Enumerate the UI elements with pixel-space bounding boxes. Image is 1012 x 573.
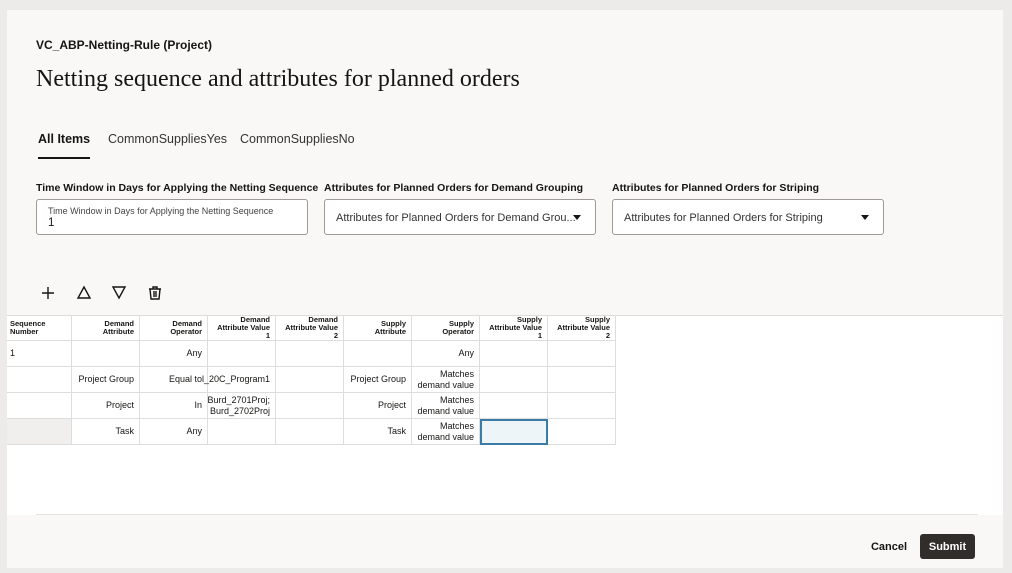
caret (573, 215, 581, 220)
cell[interactable]: Equal to (140, 367, 208, 393)
cell[interactable]: Project (344, 393, 412, 419)
field-label: Attributes for Planned Orders for Stripi… (612, 182, 820, 194)
cancel-button[interactable]: Cancel (870, 540, 908, 553)
field-label: Time Window in Days for Applying the Net… (36, 182, 319, 194)
title: Netting sequence and attributes for plan… (36, 66, 520, 92)
cell[interactable] (276, 419, 344, 445)
cell[interactable]: Task (344, 419, 412, 445)
cell[interactable] (480, 341, 548, 367)
column-header: Supply Operator (412, 316, 480, 341)
tab[interactable]: CommonSuppliesYes (108, 132, 228, 146)
cell[interactable]: Any (140, 419, 208, 445)
divider (36, 514, 978, 515)
caret (861, 215, 869, 220)
placeholder: Attributes for Planned Orders for Stripi… (624, 212, 823, 224)
cell[interactable]: In (140, 393, 208, 419)
move-up-button[interactable] (76, 285, 92, 299)
submit-button[interactable]: Submit (920, 534, 975, 559)
column-header: Supply Attribute (344, 316, 412, 341)
cell[interactable]: Any (140, 341, 208, 367)
placeholder: Attributes for Planned Orders for Demand… (336, 212, 576, 224)
cell[interactable] (548, 393, 616, 419)
cell[interactable] (276, 393, 344, 419)
cell[interactable]: Task (72, 419, 140, 445)
tab[interactable]: CommonSuppliesNo (240, 132, 355, 146)
add-button[interactable] (42, 287, 54, 299)
column-header: Demand Attribute (72, 316, 140, 341)
toolbar (42, 285, 161, 300)
column-header: Demand Attribute Value 2 (276, 316, 344, 341)
cell[interactable] (480, 367, 548, 393)
cell[interactable] (276, 341, 344, 367)
cell[interactable]: Matches demand value (412, 393, 480, 419)
cell[interactable]: 1 (7, 341, 72, 367)
cell[interactable]: Matches demand value (412, 367, 480, 393)
dialog: VC_ABP-Netting-Rule (Project) Netting se… (7, 10, 1003, 568)
cell[interactable]: Project Group (344, 367, 412, 393)
cell[interactable] (548, 419, 616, 445)
cell[interactable] (548, 341, 616, 367)
column-header: Supply Attribute Value 1 (480, 316, 548, 341)
cell[interactable] (72, 341, 140, 367)
cell[interactable] (480, 419, 548, 445)
column-header: Demand Operator (140, 316, 208, 341)
select[interactable]: Attributes for Planned Orders for Stripi… (612, 199, 884, 235)
column-header: Demand Attribute Value 1 (208, 316, 276, 341)
subtitle: VC_ABP-Netting-Rule (Project) (36, 38, 213, 52)
field-label: Attributes for Planned Orders for Demand… (324, 182, 584, 194)
cell[interactable]: Project Group (72, 367, 140, 393)
cell[interactable] (7, 367, 72, 393)
cell[interactable] (276, 367, 344, 393)
cell[interactable] (548, 367, 616, 393)
cell[interactable] (208, 419, 276, 445)
cell[interactable]: Project (72, 393, 140, 419)
tab[interactable]: All Items (38, 132, 91, 159)
column-header: Sequence Number (7, 316, 72, 341)
cell[interactable]: Matches demand value (412, 419, 480, 445)
cell[interactable] (7, 393, 72, 419)
cell[interactable] (344, 341, 412, 367)
delete-button[interactable] (149, 286, 161, 300)
select[interactable]: Attributes for Planned Orders for Demand… (324, 199, 596, 235)
move-down-button[interactable] (111, 286, 127, 300)
cell[interactable] (7, 419, 72, 445)
table: Sequence Number Demand Attribute Demand Op… (7, 315, 1003, 515)
input-label: Time Window in Days for Applying the Net… (48, 206, 274, 216)
input-value: 1 (48, 217, 55, 229)
cell[interactable] (480, 393, 548, 419)
cell[interactable]: l_20C_Program1 (202, 367, 276, 393)
input[interactable]: Time Window in Days for Applying the Net… (36, 199, 308, 235)
cell[interactable]: Any (412, 341, 480, 367)
cell[interactable]: Burd_2701Proj; Burd_2702Proj (207, 393, 276, 419)
column-header: Supply Attribute Value 2 (548, 316, 616, 341)
cell[interactable] (208, 341, 276, 367)
